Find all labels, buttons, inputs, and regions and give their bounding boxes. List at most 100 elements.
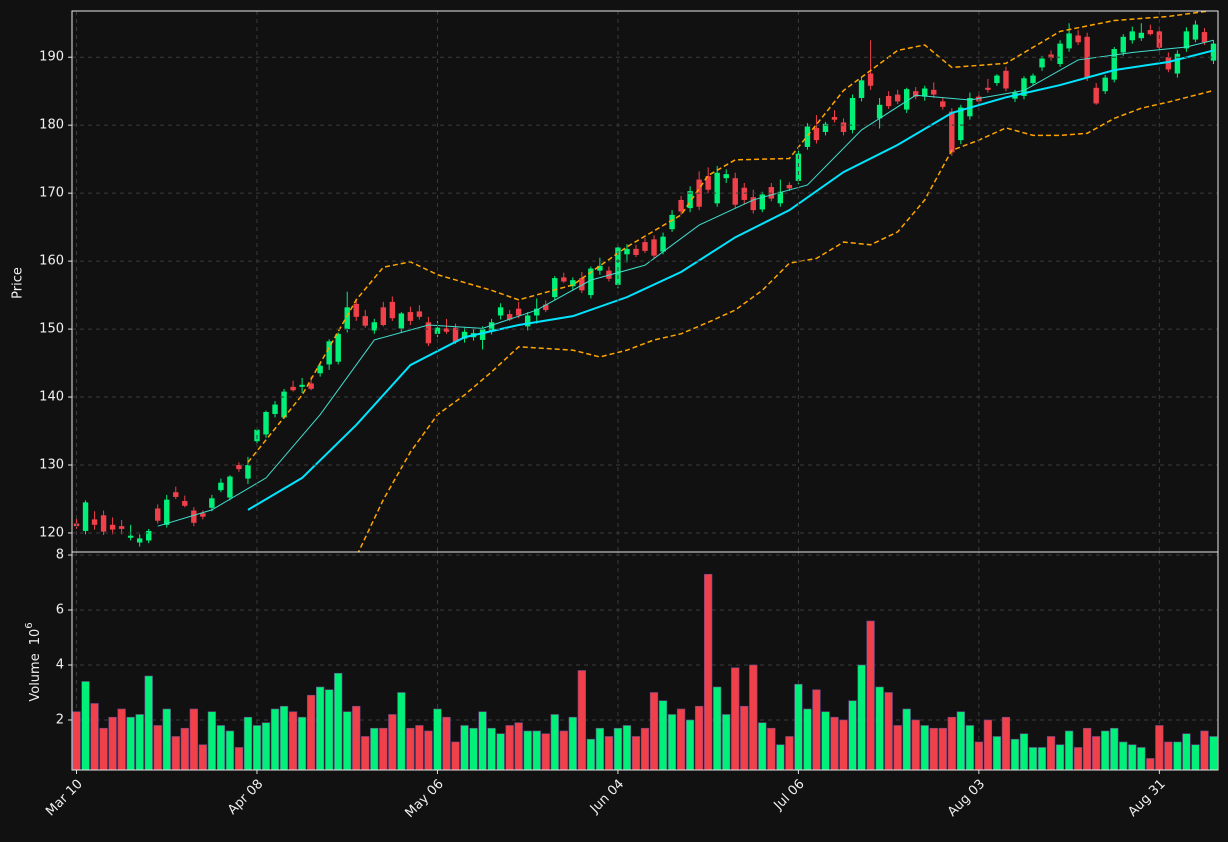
candle-body	[1174, 53, 1181, 74]
candle-body	[931, 89, 937, 95]
candle-body	[236, 465, 242, 470]
volume-bar	[270, 708, 280, 771]
candle-body	[651, 239, 657, 256]
y-tick-label: 160	[39, 254, 64, 269]
volume-bar	[1173, 741, 1182, 771]
volume-bar	[72, 711, 81, 771]
candle-body	[534, 308, 540, 316]
candle-body	[579, 278, 585, 291]
volume-bar	[722, 714, 731, 771]
volume-bar	[731, 667, 740, 771]
candle-body	[245, 465, 251, 479]
candle-body	[263, 411, 269, 435]
candle-body	[344, 307, 350, 330]
volume-bar	[1037, 747, 1047, 771]
volume-bar	[397, 692, 406, 771]
volume-bar	[776, 744, 785, 771]
volume-bar	[1155, 725, 1164, 771]
volume-bar	[117, 708, 126, 771]
candle-body	[145, 530, 152, 541]
candle-body	[922, 88, 928, 97]
candle-body	[786, 184, 793, 189]
candle-body	[173, 492, 179, 497]
volume-bar	[460, 725, 469, 771]
candle-body	[570, 280, 576, 287]
volume-bar	[135, 714, 144, 771]
volume-bar	[496, 733, 505, 771]
volume-bar	[1191, 744, 1200, 771]
candle-body	[1003, 70, 1009, 89]
candle-body	[750, 197, 756, 211]
volume-bar	[225, 730, 235, 771]
candle-body	[985, 87, 991, 90]
candle-body	[118, 526, 125, 529]
candle-body	[1075, 35, 1081, 43]
y-tick-label: 130	[39, 458, 64, 473]
x-tick-label: Apr 08	[225, 777, 266, 818]
candle-body	[913, 91, 919, 97]
candle-body	[741, 187, 747, 200]
candle-body	[1102, 77, 1108, 92]
volume-bar	[676, 708, 686, 771]
y-tick-label: 120	[39, 525, 64, 540]
volume-bar	[830, 716, 839, 771]
x-tick-label: Aug 31	[1125, 777, 1168, 820]
volume-bar	[108, 716, 117, 771]
candle-body	[723, 174, 729, 179]
indicator-line	[247, 49, 1214, 511]
candle-body	[705, 176, 711, 190]
volume-bar	[424, 730, 433, 771]
candle-body	[894, 94, 901, 102]
volume-bar	[1083, 727, 1092, 771]
volume-bar	[81, 681, 90, 771]
volume-bar	[938, 727, 947, 771]
y-tick-label: 190	[39, 50, 64, 65]
candle-body	[1030, 75, 1036, 84]
candle-body	[127, 535, 134, 538]
candle-body	[1138, 32, 1145, 39]
candle-body	[308, 383, 314, 389]
candle-body	[1111, 49, 1117, 80]
candle-body	[209, 498, 215, 508]
volume-bar	[388, 714, 397, 771]
candle-body	[416, 311, 423, 317]
volume-bar	[767, 727, 776, 771]
volume-bar	[1110, 727, 1119, 771]
candle-body	[1048, 54, 1054, 58]
candle-body	[813, 127, 820, 141]
volume-bar	[866, 620, 875, 771]
candle-body	[182, 501, 188, 506]
volume-bar	[478, 711, 487, 771]
candle-body	[1156, 31, 1163, 48]
volume-bar	[153, 725, 162, 771]
volume-bar	[198, 744, 207, 771]
y-tick-label: 8	[56, 548, 64, 563]
volume-bar	[1164, 741, 1173, 771]
volume-bar	[1064, 730, 1074, 771]
volume-bar	[794, 683, 803, 771]
candle-body	[380, 307, 387, 325]
candle-body	[335, 333, 341, 362]
candle-body	[1120, 36, 1126, 53]
volume-bar	[685, 719, 695, 771]
volume-bar	[1001, 716, 1011, 771]
volume-bar	[649, 692, 659, 771]
volume-bar	[352, 705, 361, 771]
volume-bar	[361, 736, 370, 771]
volume-bar	[758, 722, 767, 771]
volume-bar	[911, 719, 920, 771]
candle-body	[91, 519, 98, 525]
candle-body	[109, 524, 116, 530]
candle-body	[732, 178, 738, 205]
indicator-line	[357, 89, 1214, 552]
candle-body	[1057, 43, 1063, 65]
volume-bar	[442, 716, 451, 771]
volume-bar	[288, 711, 298, 771]
candle-body	[588, 268, 594, 296]
volume-bar	[433, 708, 442, 771]
volume-bar	[252, 725, 262, 771]
volume-bar	[487, 727, 496, 771]
volume-bar	[1101, 730, 1110, 771]
volume-bar	[523, 730, 532, 771]
price-plot	[73, 11, 1217, 552]
